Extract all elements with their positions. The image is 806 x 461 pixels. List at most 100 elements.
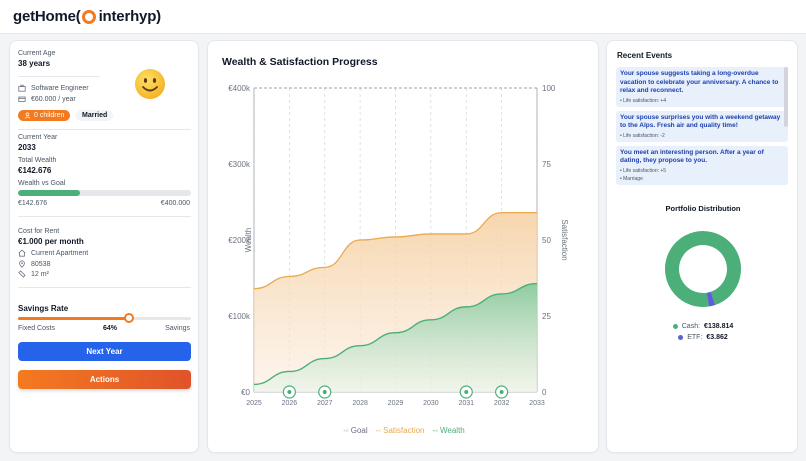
event-meta: • Life satisfaction: -2 [620,132,665,139]
etf-label: ETF: [687,334,703,341]
divider [18,129,191,130]
y-right-tick-label: 0 [542,388,547,397]
x-tick-label: 2032 [494,400,510,407]
savings-rate-slider[interactable] [18,313,191,323]
person-icon [24,112,31,119]
legend-wealth[interactable]: -◦ Wealth [432,426,465,435]
legend-wealth-label: Wealth [440,426,465,435]
goal-target: €400.000 [160,200,190,207]
events-panel: Recent Events Your spouse suggests takin… [606,40,798,453]
salary-value: €60.000 / year [31,95,76,103]
children-count: 0 children [34,112,65,119]
x-tick-label: 2028 [352,400,368,407]
satisfaction-line [253,211,537,290]
chart-panel: Wealth & Satisfaction Progress €0 €100k €2… [207,40,599,453]
location-pin-icon [19,260,25,268]
event-card: Your spouse suggests taking a long-overd… [616,67,788,107]
x-tick-label: 2025 [246,400,262,407]
age-label: Current Age [18,50,56,57]
savings-rate-label: Savings Rate [18,304,69,313]
year-label: Current Year [18,134,58,141]
event-text: Your spouse surprises you with a weekend… [620,113,781,130]
brand-name-right: interhyp) [98,8,162,25]
event-meta: • Life satisfaction: +5 [620,167,667,174]
y-axis-label: Wealth [244,228,253,253]
y-tick-label: €0 [241,388,250,397]
x-tick-label: 2026 [282,400,298,407]
y-tick-label: €200k [228,236,251,245]
apartment-row: Current Apartment [18,249,88,257]
x-tick-label: 2027 [317,400,333,407]
age-value: 38 years [18,59,51,68]
job-row: Software Engineer [18,84,89,92]
event-marker-dot [499,390,504,394]
brand-ring-icon [81,9,96,24]
event-card: You meet an interesting person. After a … [616,145,788,185]
home-icon [18,249,26,257]
status-badge: Married [76,110,114,121]
goal-progress-bar [18,190,191,196]
cash-label: Cash: [681,323,701,330]
x-tick-label: 2031 [458,400,474,407]
actions-button[interactable]: Actions [18,370,191,389]
event-text: Your spouse suggests taking a long-overd… [620,70,779,94]
portfolio-legend-etf: ETF: €3.862 [607,334,799,341]
cash-value: €138.814 [704,323,734,330]
event-marker-dot [322,390,327,394]
next-year-button[interactable]: Next Year [18,342,191,361]
legend-goal[interactable]: -◦ Goal [343,426,368,435]
y-right-tick-label: 75 [542,160,551,169]
portfolio-donut-chart [665,231,741,307]
portfolio-legend-cash: Cash: €138.814 [607,323,799,330]
events-scrollbar[interactable] [784,67,788,127]
y-right-axis-label: Satisfaction [560,219,569,260]
y-tick-label: €400k [228,84,251,93]
y-right-tick-label: 100 [542,84,556,93]
cash-dot [672,324,678,329]
apartment-name: Current Apartment [31,249,89,257]
wealth-label: Total Wealth [18,157,57,164]
size-row: 12 m² [18,270,49,278]
events-title: Recent Events [617,51,673,60]
smiley-icon [135,69,165,99]
event-meta: • Life satisfaction: +4 [620,97,667,104]
wealth-satisfaction-chart: €0 €100k €200k €300k €400k 0 25 50 75 100 2025 2026… [228,84,569,407]
savings-side-label: Savings [165,325,190,332]
fixed-costs-label: Fixed Costs [18,325,55,332]
top-bar: getHome( interhyp) [0,0,806,34]
events-list[interactable]: Your spouse suggests taking a long-overd… [616,67,788,197]
year-value: 2033 [18,143,36,152]
x-tick-label: 2030 [423,400,439,407]
zip-code: 80538 [31,260,51,268]
briefcase-icon [18,84,26,92]
ruler-icon [18,270,26,278]
savings-slider-fill [18,317,129,320]
children-badge: 0 children [18,110,71,121]
portfolio-title: Portfolio Distribution [665,204,741,213]
savings-percent: 64% [103,325,118,332]
event-text: You meet an interesting person. After a … [620,148,764,165]
zip-row: 80538 [18,260,50,268]
donut-slice-cash[interactable] [665,231,741,307]
event-meta: • Marriage [620,175,643,182]
divider [18,76,100,77]
apartment-size: 12 m² [31,270,49,278]
rent-label: Cost for Rent [18,228,60,235]
event-card: Your spouse surprises you with a weekend… [616,110,788,142]
salary-row: €60.000 / year [18,95,76,103]
wealth-line [253,282,538,386]
savings-slider-thumb[interactable] [123,313,134,323]
wealth-value: €142.676 [18,166,52,175]
goal-progress-fill [18,190,80,196]
divider [18,216,191,217]
profile-panel: Current Age 38 years Software Engineer €… [9,40,199,453]
legend-satisfaction[interactable]: -◦ Satisfaction [375,426,425,435]
donut-slice-etf[interactable] [706,291,716,307]
y-tick-label: €300k [228,160,251,169]
wallet-icon [18,96,26,102]
chart-title: Wealth & Satisfaction Progress [222,56,378,68]
event-marker-dot [287,390,292,394]
brand-logo[interactable]: getHome( interhyp) [13,8,161,25]
job-title: Software Engineer [31,84,89,92]
goal-current: €142.676 [18,200,48,207]
